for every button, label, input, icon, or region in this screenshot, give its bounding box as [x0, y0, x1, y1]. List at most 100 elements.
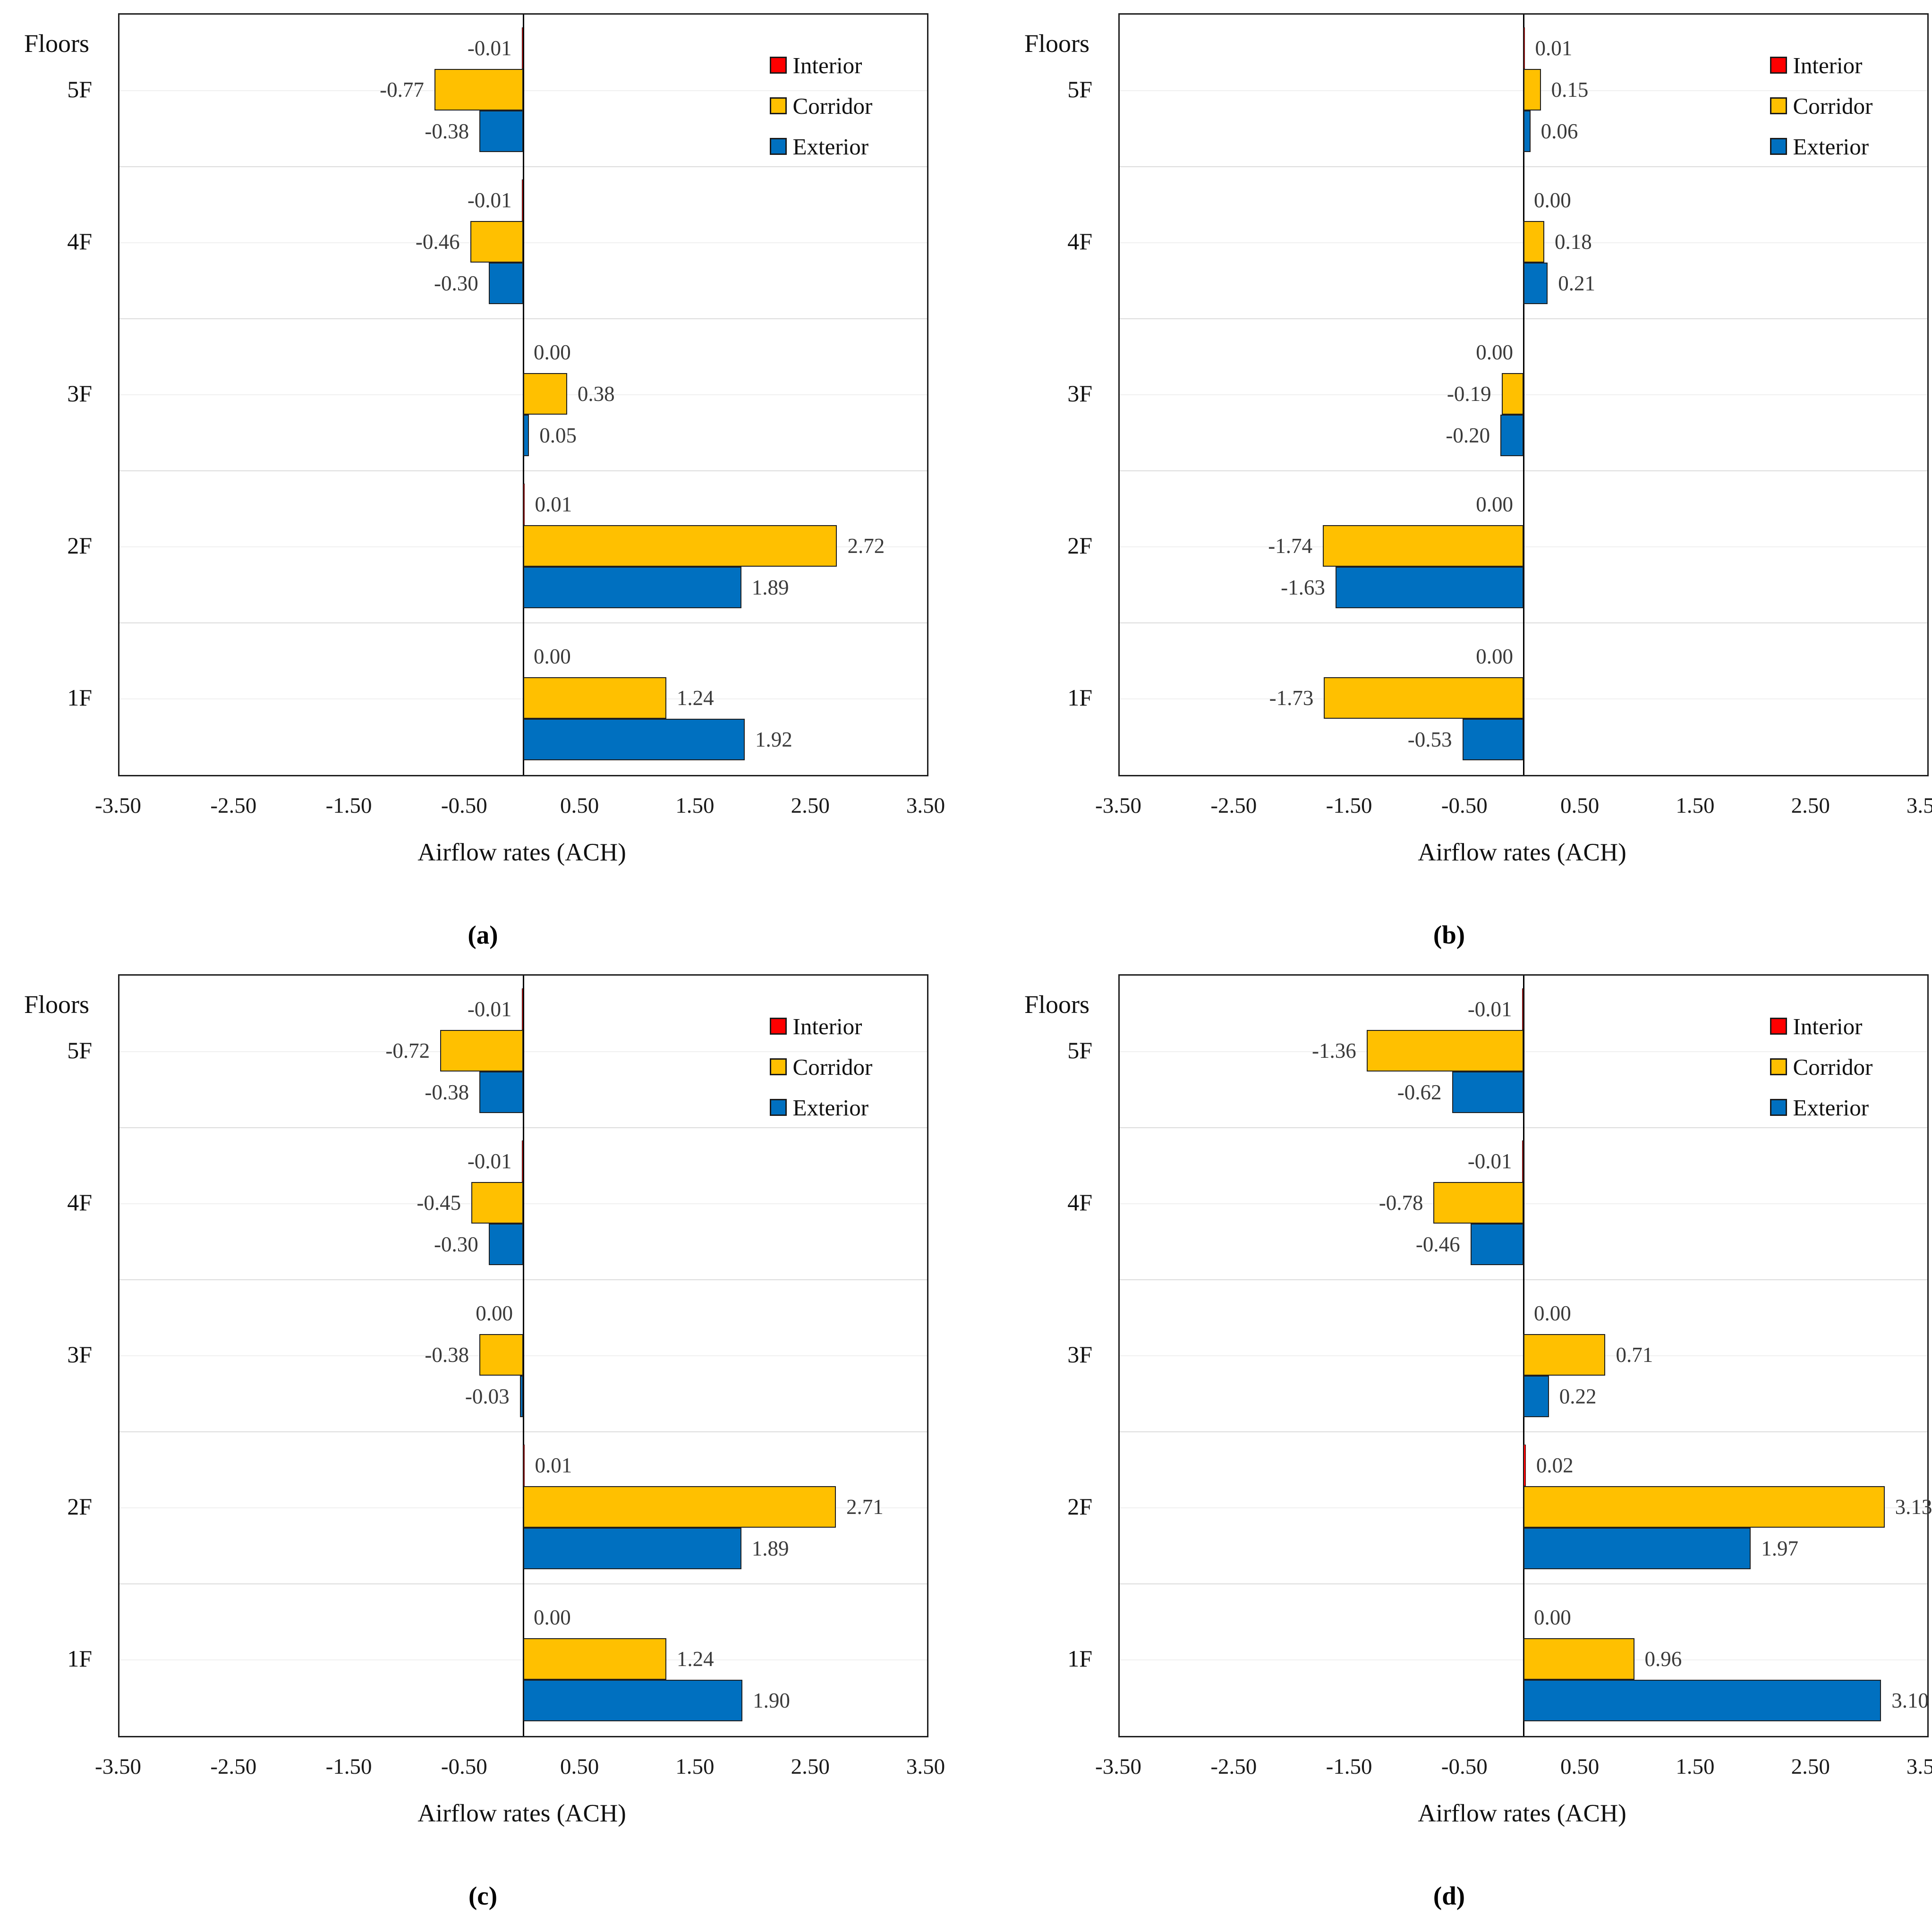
bar-value-label-interior-3F: 0.00 [476, 1301, 513, 1326]
x-tick-label: -3.50 [1095, 1754, 1141, 1779]
bar-value-label-corridor-3F: -0.38 [425, 1343, 469, 1367]
bar-value-label-interior-4F: -0.01 [467, 188, 512, 213]
bar-exterior-3F [523, 415, 529, 457]
legend-label: Corridor [1793, 1054, 1873, 1080]
legend-item-exterior: Exterior [769, 126, 873, 167]
floor-label-5F: 5F [1067, 76, 1092, 102]
x-tick-label: 1.50 [675, 793, 715, 818]
x-tick-row: -3.50 -2.50 -1.50 -0.50 0.50 1.50 2.50 3.50 [1095, 792, 1932, 819]
x-tick-row: -3.50 -2.50 -1.50 -0.50 0.50 1.50 2.50 3.50 [1095, 1753, 1932, 1780]
bar-value-label-interior-1F: 0.00 [534, 645, 571, 669]
x-tick-label: -0.50 [1441, 793, 1488, 818]
bar-value-label-interior-2F: 0.01 [535, 1454, 572, 1478]
bar-value-label-exterior-3F: 0.05 [539, 424, 577, 448]
floor-label-1F: 1F [67, 1645, 92, 1672]
chart-caption: (a) [468, 920, 498, 949]
legend-label: Exterior [792, 1094, 869, 1121]
x-tick-label: -2.50 [1210, 1754, 1257, 1779]
bar-value-label-corridor-5F: 0.15 [1551, 78, 1589, 102]
x-tick-label: 3.50 [906, 793, 945, 818]
bar-value-label-interior-1F: 0.00 [1476, 645, 1513, 669]
floor-label-1F: 1F [1067, 684, 1092, 711]
legend-swatch-icon [769, 1018, 787, 1035]
bar-corridor-4F [470, 221, 523, 263]
bar-value-label-exterior-5F: -0.62 [1397, 1080, 1442, 1105]
legend-item-interior: Interior [1770, 1006, 1873, 1046]
x-axis-title: Airflow rates (ACH) [417, 839, 626, 866]
bar-exterior-3F [519, 1376, 523, 1418]
x-tick-label: 0.50 [1560, 1754, 1600, 1779]
bar-value-label-exterior-4F: -0.30 [434, 272, 478, 296]
bar-value-label-corridor-4F: -0.46 [415, 230, 460, 254]
bar-corridor-2F [523, 1486, 836, 1528]
legend-item-interior: Interior [769, 1006, 873, 1046]
bar-exterior-1F [523, 719, 745, 761]
bar-value-label-interior-4F: -0.01 [467, 1149, 512, 1174]
floor-label-4F: 4F [67, 1189, 92, 1216]
floor-label-2F: 2F [67, 1493, 92, 1520]
legend-swatch-icon [1770, 1018, 1787, 1035]
bar-value-label-corridor-1F: 0.96 [1644, 1647, 1682, 1671]
bar-exterior-1F [1462, 719, 1523, 761]
bar-interior-2F [1523, 1445, 1526, 1487]
bar-interior-4F [1522, 1140, 1523, 1182]
x-tick-label: 2.50 [1791, 793, 1830, 818]
floor-label-2F: 2F [67, 532, 92, 559]
legend-item-interior: Interior [1770, 45, 1873, 85]
bar-value-label-exterior-1F: 1.92 [755, 728, 792, 752]
legend-label: Interior [792, 52, 862, 78]
bar-corridor-4F [471, 1182, 523, 1224]
x-tick-row: -3.50 -2.50 -1.50 -0.50 0.50 1.50 2.50 3.50 [95, 1753, 945, 1780]
x-tick-label: 0.50 [560, 793, 599, 818]
legend-item-exterior: Exterior [1770, 126, 1873, 167]
bar-interior-4F [522, 179, 523, 221]
legend-swatch-icon [1770, 1099, 1787, 1116]
bar-corridor-2F [523, 525, 837, 567]
legend-item-corridor: Corridor [769, 1046, 872, 1087]
x-tick-label: -0.50 [1441, 1754, 1488, 1779]
bar-exterior-2F [523, 1528, 741, 1570]
floor-label-5F: 5F [67, 1037, 92, 1063]
legend-swatch-icon [769, 1099, 787, 1116]
bar-interior-4F [522, 1140, 523, 1182]
bar-value-label-interior-2F: 0.00 [1476, 493, 1513, 517]
bar-value-label-corridor-2F: -1.74 [1268, 534, 1312, 558]
bar-value-label-exterior-3F: -0.20 [1446, 424, 1490, 448]
x-tick-label: 3.50 [906, 1754, 945, 1779]
x-axis-title: Airflow rates (ACH) [1418, 1800, 1626, 1827]
bar-value-label-interior-1F: 0.00 [534, 1606, 571, 1630]
bar-value-label-corridor-1F: 1.24 [676, 686, 714, 710]
bar-exterior-4F [488, 1224, 523, 1266]
x-tick-label: -0.50 [441, 793, 487, 818]
floor-label-1F: 1F [1067, 1645, 1092, 1672]
zero-axis-line [522, 976, 524, 1736]
bar-exterior-3F [1500, 415, 1523, 457]
floor-label-4F: 4F [1067, 228, 1092, 255]
bar-value-label-exterior-4F: -0.30 [434, 1233, 478, 1257]
legend: Interior Corridor Exterior [1770, 1006, 1873, 1128]
floor-label-2F: 2F [1067, 532, 1092, 559]
bar-corridor-1F [1523, 1638, 1634, 1680]
legend-label: Interior [1793, 1013, 1863, 1039]
bar-value-label-corridor-4F: 0.18 [1554, 230, 1592, 254]
bar-interior-2F [523, 484, 525, 526]
bar-value-label-interior-3F: 0.00 [1534, 1301, 1571, 1326]
plot-area: Interior Corridor Exterior 0.01 0.15 0.06 0.00… [1118, 13, 1929, 776]
legend-label: Exterior [792, 133, 869, 160]
bar-exterior-2F [523, 567, 741, 609]
legend-label: Exterior [1793, 1094, 1869, 1121]
plot-area: Interior Corridor Exterior -0.01 -1.36 -0.62 -… [1118, 974, 1932, 1737]
x-tick-label: 3.50 [1906, 1754, 1932, 1779]
floor-label-3F: 3F [1067, 1341, 1092, 1368]
x-tick-label: -1.50 [1326, 793, 1372, 818]
bar-value-label-interior-3F: 0.00 [534, 340, 571, 365]
bar-corridor-2F [1523, 1486, 1885, 1528]
legend-label: Exterior [1793, 133, 1869, 160]
y-axis-title: Floors [1024, 990, 1090, 1019]
bar-exterior-1F [523, 1680, 743, 1722]
bar-corridor-4F [1433, 1182, 1523, 1224]
legend-item-exterior: Exterior [1770, 1087, 1873, 1128]
bar-value-label-exterior-3F: -0.03 [465, 1385, 510, 1409]
x-axis-title: Airflow rates (ACH) [1418, 839, 1626, 866]
plot-area: Interior Corridor Exterior -0.01 -0.72 -0.38 -… [118, 974, 928, 1737]
